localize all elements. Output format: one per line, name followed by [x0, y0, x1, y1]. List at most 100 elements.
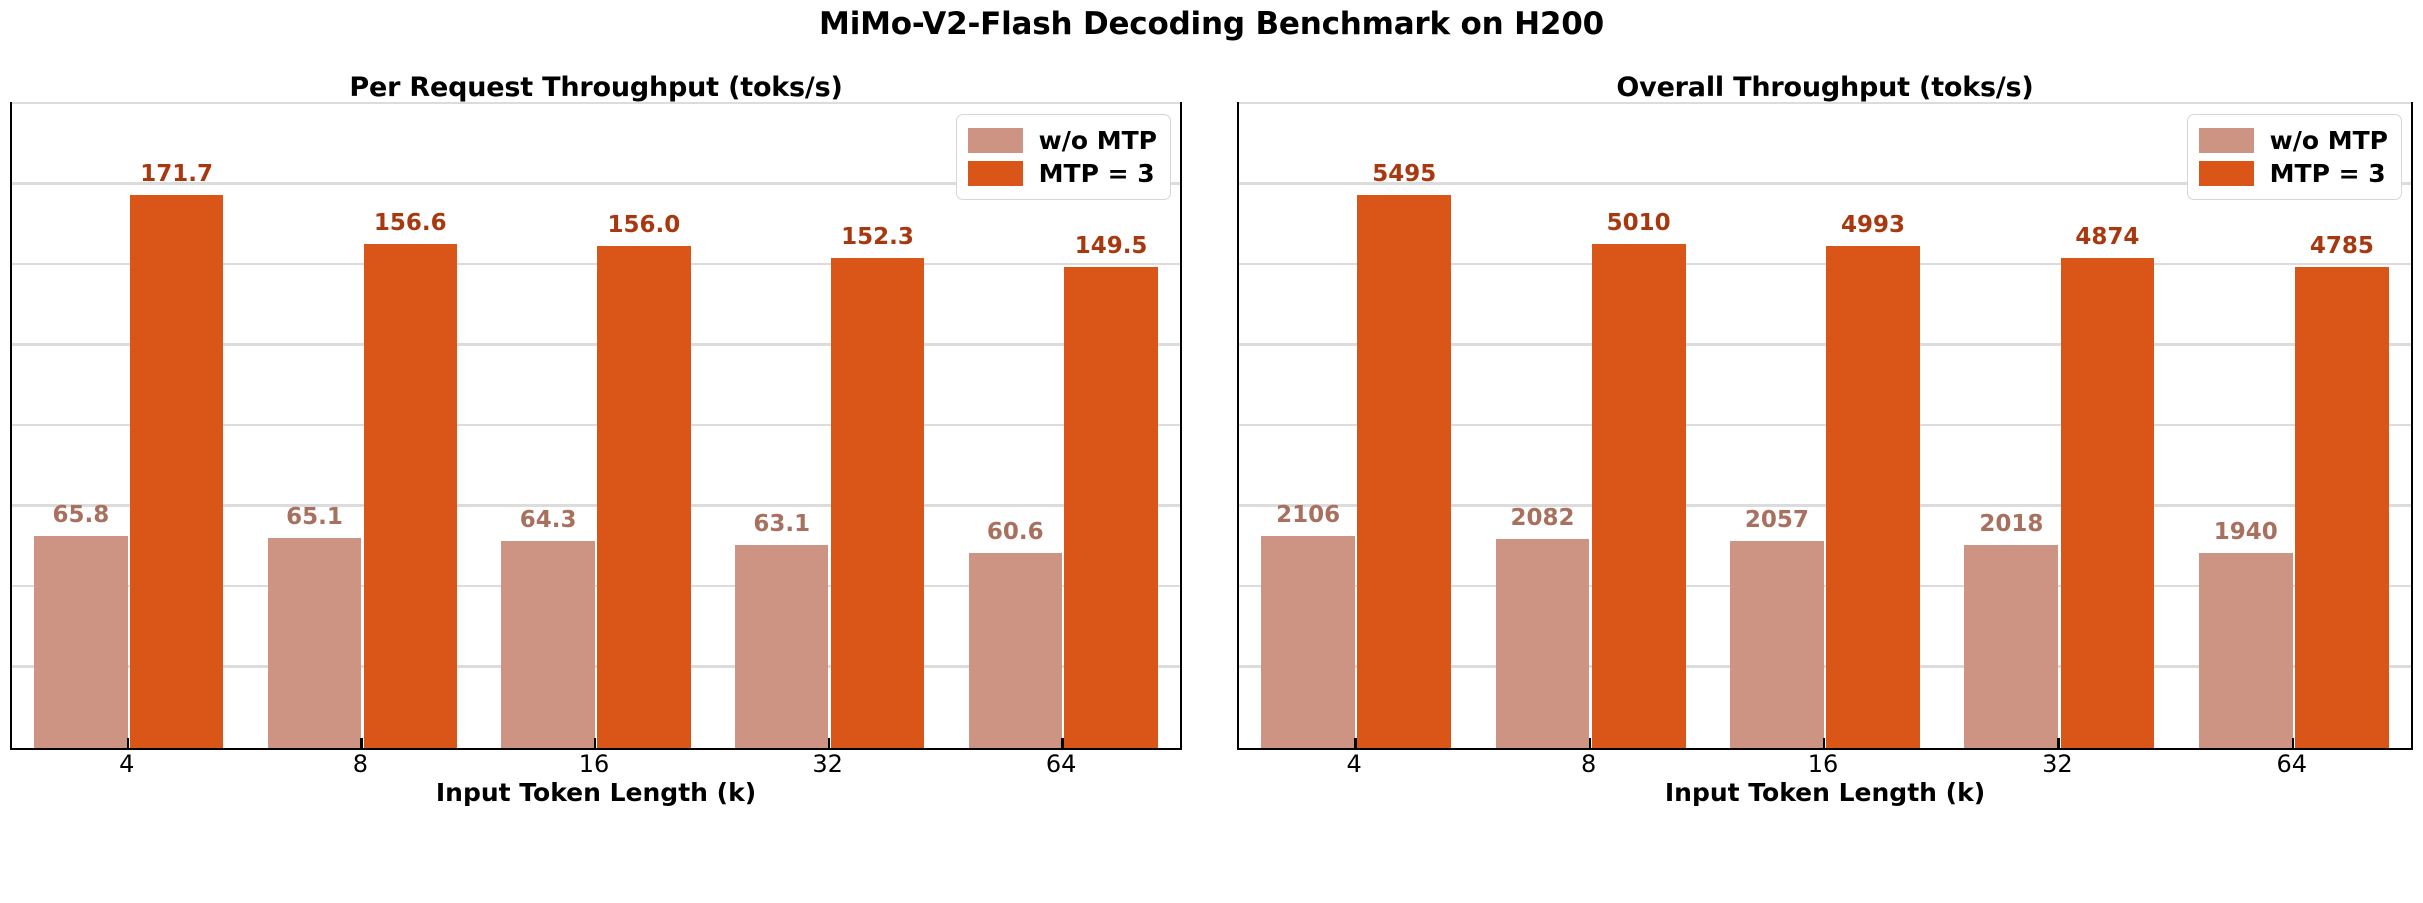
bar [267, 538, 362, 748]
bar-value-label: 2057 [1744, 507, 1809, 534]
bar [734, 544, 829, 748]
bar-value-label: 65.8 [52, 502, 110, 529]
bar [363, 243, 457, 748]
bar [968, 552, 1063, 748]
bar-value-label: 63.1 [753, 510, 811, 537]
x-tick-mark [1588, 738, 1591, 749]
bar [597, 245, 691, 748]
bar-value-label: 4874 [2075, 223, 2140, 250]
legend-label: MTP = 3 [2269, 159, 2386, 188]
bar-value-label: 171.7 [140, 161, 214, 188]
gridline [12, 504, 1180, 507]
bar [1591, 243, 1686, 748]
x-tick-mark [827, 738, 830, 749]
bar-value-label: 4993 [1841, 211, 1906, 238]
figure-suptitle: MiMo-V2-Flash Decoding Benchmark on H200 [819, 6, 1604, 42]
bar [501, 540, 595, 748]
bar [1357, 195, 1452, 748]
legend: w/o MTP MTP = 3 [2186, 114, 2402, 200]
bar-value-label: 156.0 [607, 211, 681, 238]
gridline [1239, 101, 2411, 104]
legend-entry: w/o MTP [2198, 124, 2388, 157]
legend-swatch-icon [967, 161, 1023, 186]
x-tick-mark [2291, 738, 2295, 749]
bar-value-label: 149.5 [1074, 232, 1148, 259]
gridline [12, 665, 1180, 668]
gridline [1239, 584, 2411, 587]
gridline [1239, 423, 2411, 426]
legend-label: w/o MTP [1038, 126, 1157, 155]
bar [830, 257, 925, 748]
x-tick-mark [2057, 738, 2060, 749]
x-tick-mark [126, 738, 130, 749]
bar-value-label: 2082 [1510, 504, 1575, 531]
x-axis-label: Input Token Length (k) [1664, 778, 1986, 807]
bar-value-label: 5495 [1372, 161, 1437, 188]
x-tick-label: 4 [119, 750, 135, 778]
x-tick-label: 8 [1580, 750, 1597, 778]
bar-value-label: 156.6 [373, 209, 447, 236]
legend-entry: MTP = 3 [2198, 157, 2388, 190]
gridlines [12, 101, 1180, 748]
plot-area: 2106 5495 2082 5010 2057 4993 2018 4874 1940 4785… [1237, 101, 2413, 750]
panel-per-request-throughput: Per Request Throughput (toks/s) 65.8 171.… [10, 72, 1182, 807]
gridline [12, 262, 1180, 265]
bar [1261, 536, 1356, 748]
subplot-title: Per Request Throughput (toks/s) [349, 72, 843, 103]
gridline [1239, 504, 2411, 507]
gridline [12, 584, 1180, 587]
x-tick-label: 64 [1045, 750, 1077, 778]
bar-value-label: 1940 [2213, 518, 2278, 545]
legend-entry: MTP = 3 [967, 157, 1157, 190]
bar-value-label: 2106 [1276, 502, 1341, 529]
legend: w/o MTP MTP = 3 [955, 114, 1171, 200]
x-tick-mark [1354, 738, 1357, 749]
bar-value-label: 65.1 [286, 504, 343, 531]
x-tick-mark [1823, 738, 1826, 749]
bar-value-label: 4785 [2309, 232, 2374, 259]
x-tick-label: 8 [352, 750, 369, 778]
legend-swatch-icon [2198, 161, 2254, 186]
subplot-title: Overall Throughput (toks/s) [1616, 72, 2034, 103]
x-tick-mark [360, 738, 363, 749]
bar-value-label: 152.3 [841, 223, 914, 250]
legend-label: MTP = 3 [1038, 159, 1155, 188]
plot-area: 65.8 171.7 65.1 156.6 64.3 156.0 63.1 152.3 60.6… [10, 101, 1182, 750]
gridline [12, 343, 1180, 346]
gridline [1239, 262, 2411, 265]
gridline [1239, 665, 2411, 668]
bar [1730, 541, 1824, 748]
legend-swatch-icon [967, 128, 1023, 153]
bar [2060, 257, 2155, 748]
gridline [12, 423, 1180, 426]
gridline [1239, 182, 2411, 185]
x-tick-label: 64 [2276, 750, 2308, 778]
x-axis-label: Input Token Length (k) [435, 778, 757, 807]
bar [1064, 266, 1158, 748]
legend-swatch-icon [2198, 128, 2254, 153]
legend-entry: w/o MTP [967, 124, 1157, 157]
x-tick-mark [1061, 738, 1064, 749]
x-axis-ticks: 4 8 16 32 64 [10, 738, 1182, 778]
bar-value-label: 60.6 [986, 518, 1044, 545]
gridline [1239, 343, 2411, 346]
gridline [12, 101, 1180, 104]
bar-value-label: 64.3 [519, 506, 577, 533]
bar-value-label: 2018 [1979, 510, 2044, 537]
panel-overall-throughput: Overall Throughput (toks/s) 2106 5495 2082… [1237, 72, 2413, 807]
x-tick-mark [594, 738, 597, 749]
bar [1826, 245, 1920, 748]
x-tick-label: 4 [1346, 750, 1362, 778]
x-axis-ticks: 4 8 16 32 64 [1237, 738, 2413, 778]
x-tick-label: 16 [1807, 750, 1839, 778]
bar [2294, 266, 2389, 748]
x-tick-label: 32 [812, 750, 843, 778]
bar [34, 536, 128, 748]
bar [129, 195, 224, 748]
bars-layer: 65.8 171.7 65.1 156.6 64.3 156.0 63.1 152.3 60.6… [12, 104, 1180, 748]
bar [2198, 552, 2293, 748]
x-tick-label: 16 [578, 750, 610, 778]
bar [1964, 544, 2059, 748]
gridline [12, 182, 1180, 185]
